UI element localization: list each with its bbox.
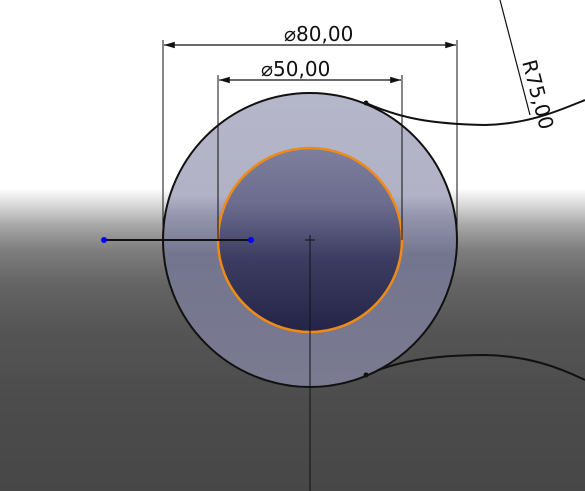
- sketch-point-left[interactable]: [101, 237, 107, 243]
- outer-diameter-value: 80,00: [296, 22, 353, 46]
- inner-diameter-value: 50,00: [273, 57, 330, 81]
- upper-tangent-curve[interactable]: [365, 99, 585, 127]
- top-right-arc-segment[interactable]: [499, 0, 531, 116]
- inner-diameter-dimension[interactable]: ⌀50,00: [217, 57, 403, 240]
- outer-diameter-dimension[interactable]: ⌀80,00: [162, 22, 458, 240]
- sketch-point-right[interactable]: [248, 237, 254, 243]
- diameter-symbol: ⌀: [261, 57, 273, 81]
- tangent-point-bottom[interactable]: [363, 372, 369, 378]
- inner-diameter-label[interactable]: ⌀50,00: [261, 57, 330, 81]
- tangent-point-top[interactable]: [363, 100, 369, 106]
- diameter-symbol: ⌀: [284, 22, 296, 46]
- outer-diameter-label[interactable]: ⌀80,00: [284, 22, 353, 46]
- lower-tangent-curve[interactable]: [365, 353, 585, 381]
